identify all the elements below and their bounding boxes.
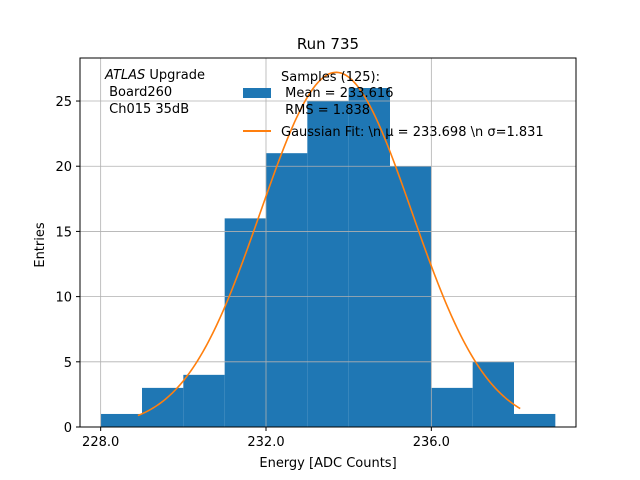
board-label: Board260 <box>105 85 172 100</box>
x-tick-label: 228.0 <box>82 435 119 450</box>
x-tick-label: 232.0 <box>247 435 284 450</box>
y-tick-label: 0 <box>64 421 72 436</box>
plot-frame <box>79 57 577 428</box>
x-axis-title: Energy [ADC Counts] <box>259 456 396 471</box>
y-tick-label: 25 <box>55 95 72 110</box>
histogram-bar <box>266 153 308 427</box>
gaussian-fit-curve <box>137 71 521 417</box>
histogram-bar <box>183 374 225 427</box>
legend-samples-mean: Mean = 233.616 <box>281 86 393 101</box>
y-tick-label: 10 <box>55 291 72 306</box>
legend-samples-rms: RMS = 1.838 <box>281 103 370 118</box>
atlas-label: ATLAS Upgrade <box>104 68 205 83</box>
y-tick-label: 15 <box>55 225 72 240</box>
legend-fit-label: Gaussian Fit: \n μ = 233.698 \n σ=1.831 <box>281 125 544 140</box>
atlas-label-italic: ATLAS <box>104 68 145 83</box>
histogram-bar <box>514 413 556 427</box>
histogram-bar <box>307 101 349 428</box>
histogram-bar <box>472 361 514 427</box>
histogram-bar <box>224 218 266 427</box>
legend-samples-line1: Samples (125): <box>281 70 380 85</box>
atlas-label-upgrade: Upgrade <box>145 68 205 83</box>
x-tick-label: 236.0 <box>413 435 450 450</box>
histogram-bar <box>142 387 184 427</box>
y-tick-label: 20 <box>55 160 72 175</box>
chart-title: Run 735 <box>297 35 359 53</box>
plot-area: 228.0 232.0 236.0 0 5 10 15 20 25 <box>55 57 577 450</box>
legend-bar-swatch <box>243 88 271 98</box>
channel-label: Ch015 35dB <box>105 102 189 117</box>
histogram-bar <box>100 413 142 427</box>
y-tick-label: 5 <box>64 356 72 371</box>
histogram-bar <box>431 387 473 427</box>
histogram-bar <box>348 87 390 427</box>
y-axis-title: Entries <box>33 222 48 268</box>
